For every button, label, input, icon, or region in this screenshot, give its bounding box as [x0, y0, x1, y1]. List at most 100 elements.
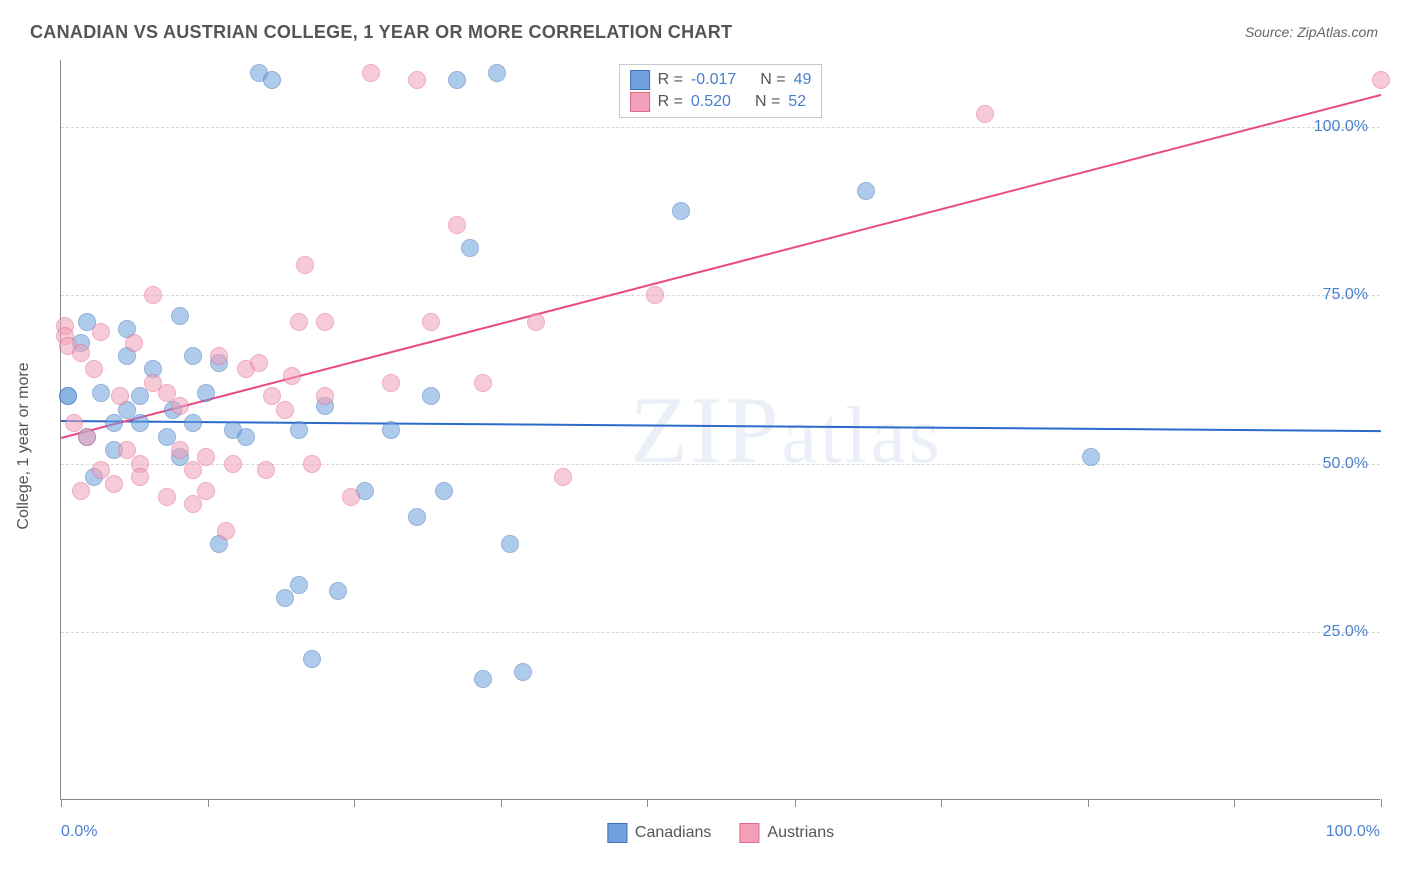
data-point: [857, 182, 875, 200]
data-point: [92, 384, 110, 402]
data-point: [197, 448, 215, 466]
data-point: [296, 256, 314, 274]
plot-area: ZIPatlas R = -0.017 N = 49 R = 0.520 N =…: [60, 60, 1380, 800]
y-tick-label: 50.0%: [1323, 455, 1368, 473]
data-point: [85, 360, 103, 378]
stats-row-austrians: R = 0.520 N = 52: [630, 91, 812, 113]
legend-label-austrians: Austrians: [767, 824, 834, 842]
stats-row-canadians: R = -0.017 N = 49: [630, 69, 812, 91]
data-point: [250, 354, 268, 372]
data-point: [514, 663, 532, 681]
swatch-austrians: [630, 92, 650, 112]
data-point: [197, 384, 215, 402]
data-point: [184, 461, 202, 479]
y-tick-label: 75.0%: [1323, 286, 1368, 304]
data-point: [158, 488, 176, 506]
data-point: [408, 508, 426, 526]
swatch-canadians: [630, 70, 650, 90]
data-point: [316, 387, 334, 405]
data-point: [461, 239, 479, 257]
x-max-label: 100.0%: [1326, 823, 1380, 841]
data-point: [435, 482, 453, 500]
data-point: [474, 670, 492, 688]
y-tick-label: 25.0%: [1323, 623, 1368, 641]
data-point: [131, 414, 149, 432]
data-point: [290, 576, 308, 594]
y-tick-label: 100.0%: [1314, 118, 1368, 136]
gridline: [61, 127, 1380, 128]
data-point: [237, 428, 255, 446]
data-point: [171, 397, 189, 415]
legend-item-canadians: Canadians: [607, 823, 712, 843]
chart-title: CANADIAN VS AUSTRIAN COLLEGE, 1 YEAR OR …: [30, 22, 732, 43]
R-value-austrians: 0.520: [691, 93, 731, 111]
x-tick: [208, 799, 209, 807]
data-point: [171, 307, 189, 325]
data-point: [224, 455, 242, 473]
y-axis-label: College, 1 year or more: [15, 362, 33, 529]
trend-line-canadians: [61, 420, 1381, 432]
data-point: [527, 313, 545, 331]
data-point: [382, 421, 400, 439]
data-point: [448, 71, 466, 89]
data-point: [646, 286, 664, 304]
data-point: [78, 428, 96, 446]
trend-line-austrians: [61, 94, 1381, 439]
series-legend: Canadians Austrians: [607, 823, 834, 843]
data-point: [329, 582, 347, 600]
data-point: [184, 495, 202, 513]
data-point: [72, 482, 90, 500]
data-point: [144, 286, 162, 304]
data-point: [184, 414, 202, 432]
data-point: [197, 482, 215, 500]
stats-legend: R = -0.017 N = 49 R = 0.520 N = 52: [619, 64, 823, 118]
data-point: [210, 347, 228, 365]
watermark: ZIPatlas: [630, 375, 943, 485]
data-point: [303, 650, 321, 668]
x-tick: [1088, 799, 1089, 807]
data-point: [672, 202, 690, 220]
N-label: N =: [760, 71, 785, 89]
data-point: [474, 374, 492, 392]
data-point: [263, 71, 281, 89]
x-tick: [941, 799, 942, 807]
data-point: [422, 313, 440, 331]
x-min-label: 0.0%: [61, 823, 97, 841]
data-point: [283, 367, 301, 385]
data-point: [422, 387, 440, 405]
x-tick: [647, 799, 648, 807]
R-value-canadians: -0.017: [691, 71, 736, 89]
data-point: [125, 334, 143, 352]
data-point: [184, 347, 202, 365]
data-point: [105, 475, 123, 493]
data-point: [408, 71, 426, 89]
data-point: [382, 374, 400, 392]
gridline: [61, 295, 1380, 296]
legend-item-austrians: Austrians: [739, 823, 834, 843]
data-point: [217, 522, 235, 540]
data-point: [316, 313, 334, 331]
data-point: [976, 105, 994, 123]
gridline: [61, 632, 1380, 633]
source-label: Source: ZipAtlas.com: [1245, 24, 1378, 40]
data-point: [59, 387, 77, 405]
swatch-canadians: [607, 823, 627, 843]
data-point: [342, 488, 360, 506]
R-label: R =: [658, 71, 683, 89]
data-point: [257, 461, 275, 479]
data-point: [276, 401, 294, 419]
N-value-austrians: 52: [788, 93, 806, 111]
data-point: [131, 468, 149, 486]
data-point: [1372, 71, 1390, 89]
x-tick: [1234, 799, 1235, 807]
x-tick: [354, 799, 355, 807]
data-point: [290, 313, 308, 331]
data-point: [111, 387, 129, 405]
data-point: [92, 323, 110, 341]
data-point: [131, 387, 149, 405]
data-point: [501, 535, 519, 553]
data-point: [290, 421, 308, 439]
data-point: [1082, 448, 1100, 466]
chart-container: CANADIAN VS AUSTRIAN COLLEGE, 1 YEAR OR …: [0, 0, 1406, 892]
x-tick: [61, 799, 62, 807]
